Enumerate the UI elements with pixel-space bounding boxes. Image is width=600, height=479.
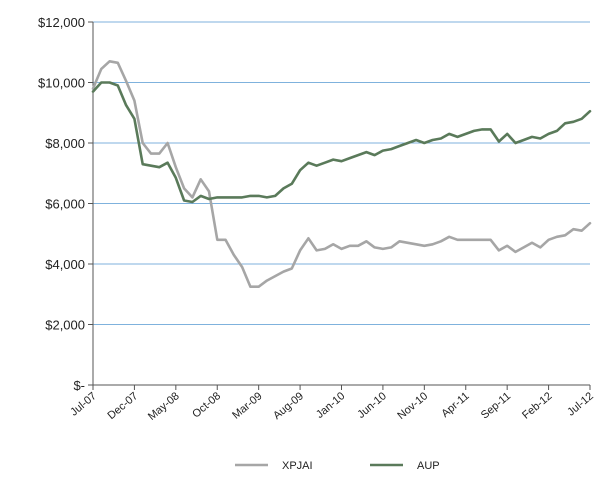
y-tick-label: $6,000 [45, 197, 85, 212]
y-tick-label: $- [73, 378, 85, 393]
y-tick-label: $10,000 [38, 76, 85, 91]
y-tick-label: $2,000 [45, 318, 85, 333]
x-tick-label: Sep-11 [479, 390, 513, 421]
y-tick-label: $12,000 [38, 15, 85, 30]
series-line-xpjai [91, 59, 592, 289]
x-tick-label: Dec-07 [105, 390, 140, 422]
axes [88, 21, 591, 390]
x-tick-label: Jun-10 [355, 390, 388, 421]
y-axis-tick-labels: $- $2,000 $4,000 $6,000 $8,000 $10,000 $12,000 [38, 15, 85, 393]
y-tick-label: $4,000 [45, 257, 85, 272]
legend-label-aup: AUP [417, 460, 440, 472]
series-lines [91, 59, 592, 289]
x-axis-tick-labels: Jul-07 Dec-07 May-08 Oct-08 Mar-09 Aug-09 Jan-… [68, 390, 596, 423]
x-tick-label: Feb-12 [520, 390, 554, 422]
x-tick-label: Oct-08 [190, 390, 223, 420]
gridlines [93, 21, 590, 325]
x-tick-label: May-08 [146, 390, 182, 423]
x-tick-label: Jan-10 [314, 390, 347, 421]
legend-label-xpjai: XPJAI [282, 460, 313, 472]
legend: XPJAI AUP [235, 460, 440, 472]
x-tick-label: Nov-10 [395, 390, 430, 422]
x-tick-label: Apr-11 [439, 390, 471, 420]
series-line-aup [91, 81, 592, 204]
x-tick-label: Jul-12 [565, 390, 596, 418]
x-tick-label: Jul-07 [68, 390, 99, 418]
x-tick-label: Mar-09 [230, 390, 264, 422]
x-tick-label: Aug-09 [271, 390, 306, 422]
y-tick-label: $8,000 [45, 136, 85, 151]
